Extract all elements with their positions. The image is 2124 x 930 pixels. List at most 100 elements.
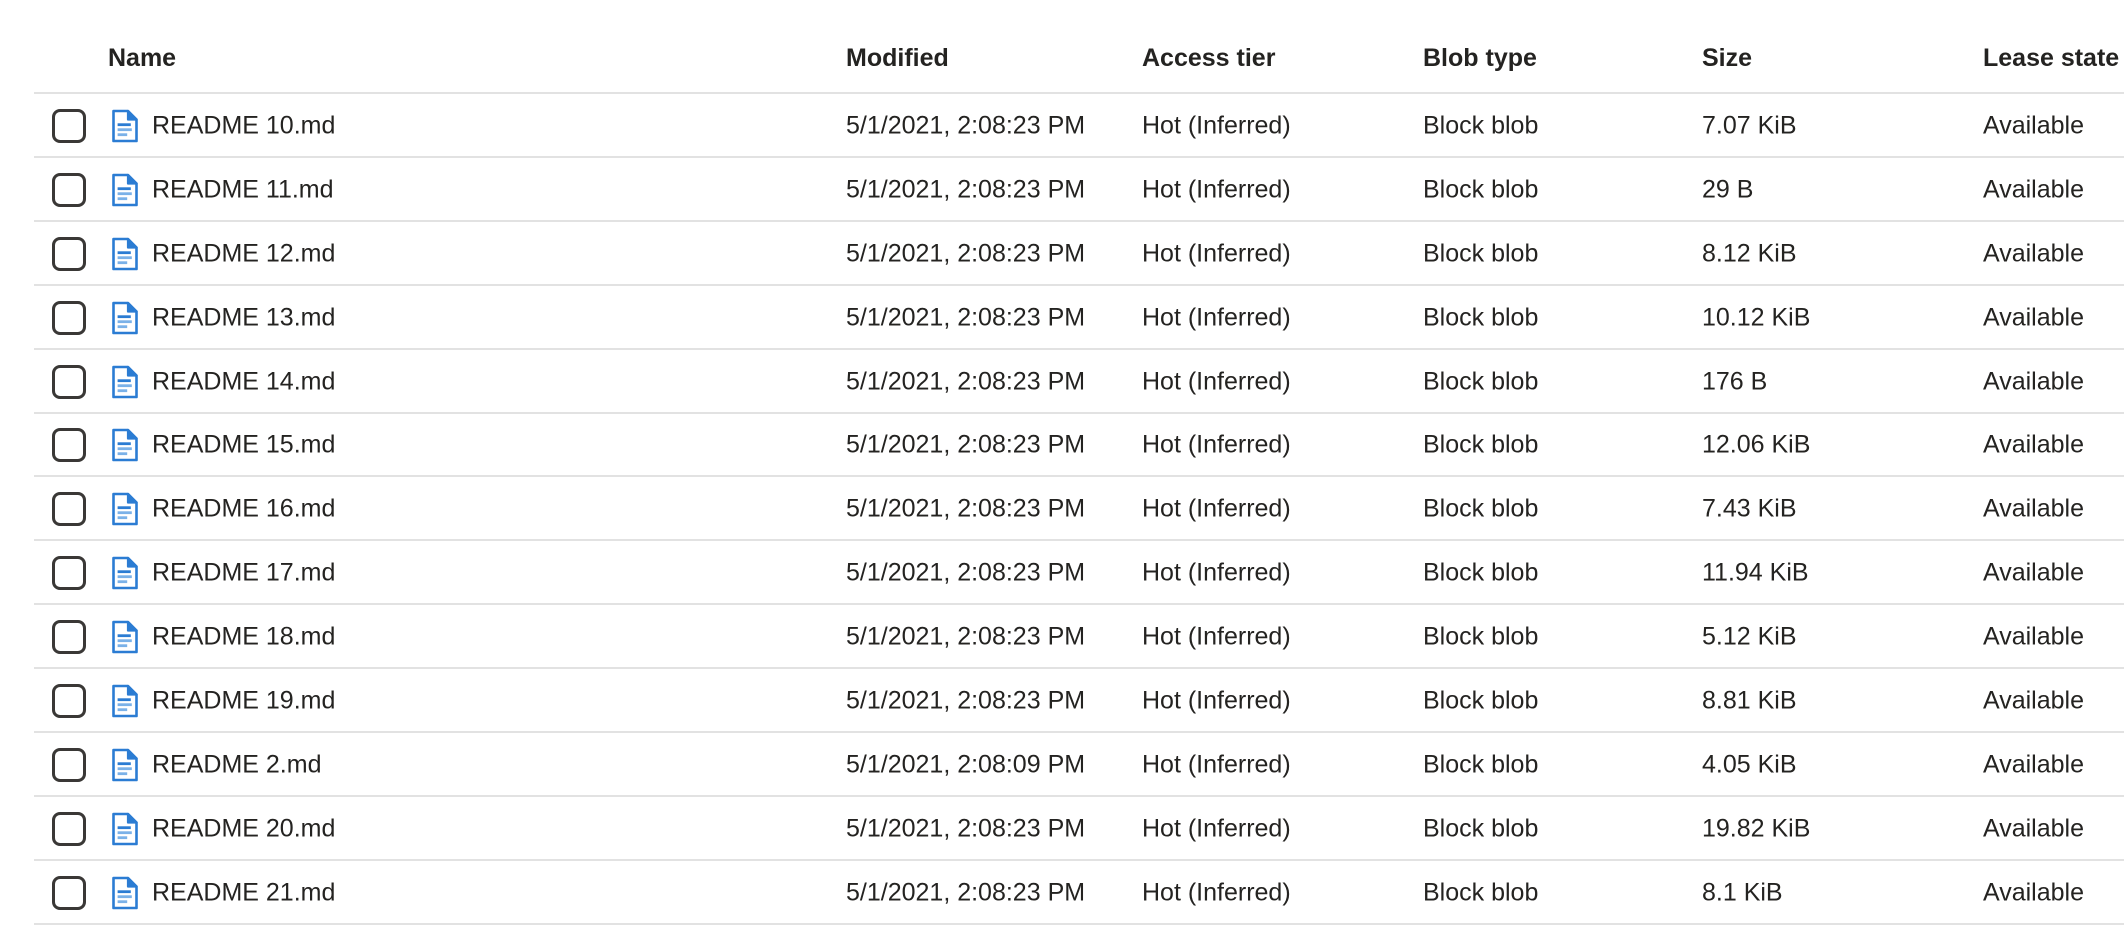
cell-lease-state: Available (1983, 750, 2085, 779)
document-icon (112, 173, 138, 207)
blob-name-link[interactable]: README 14.md (152, 367, 336, 396)
row-checkbox[interactable] (52, 811, 86, 846)
column-header-modified[interactable]: Modified (846, 44, 949, 72)
cell-access-tier: Hot (Inferred) (1142, 686, 1291, 715)
cell-size: 11.94 KiB (1702, 558, 1809, 587)
cell-blob-type: Block blob (1423, 558, 1539, 587)
table-header-row: Name Modified Access tier Blob type Size… (0, 0, 2124, 94)
cell-access-tier: Hot (Inferred) (1142, 878, 1291, 907)
table-row[interactable]: README 16.md 5/1/2021, 2:08:23 PM Hot (I… (0, 477, 2124, 542)
cell-modified: 5/1/2021, 2:08:23 PM (846, 175, 1086, 204)
table-row[interactable]: README 11.md 5/1/2021, 2:08:23 PM Hot (I… (0, 157, 2124, 222)
cell-access-tier: Hot (Inferred) (1142, 303, 1291, 332)
document-icon (112, 556, 138, 590)
column-header-size[interactable]: Size (1702, 44, 1753, 72)
blob-name-link[interactable]: README 17.md (152, 558, 336, 587)
cell-access-tier: Hot (Inferred) (1142, 750, 1291, 779)
blob-name-link[interactable]: README 2.md (152, 750, 322, 779)
cell-lease-state: Available (1983, 111, 2085, 140)
row-checkbox[interactable] (52, 300, 86, 335)
cell-size: 8.81 KiB (1702, 686, 1797, 715)
cell-size: 29 B (1702, 175, 1754, 204)
table-row[interactable]: README 2.md 5/1/2021, 2:08:09 PM Hot (In… (0, 733, 2124, 797)
table-row[interactable]: README 14.md 5/1/2021, 2:08:23 PM Hot (I… (0, 349, 2124, 414)
blob-name-link[interactable]: README 10.md (152, 111, 336, 140)
table-body: README 10.md 5/1/2021, 2:08:23 PM Hot (I… (0, 94, 2124, 925)
cell-modified: 5/1/2021, 2:08:09 PM (846, 750, 1086, 779)
cell-blob-type: Block blob (1423, 430, 1539, 459)
cell-lease-state: Available (1983, 878, 2085, 907)
row-checkbox[interactable] (52, 748, 86, 783)
cell-size: 8.1 KiB (1702, 878, 1783, 907)
row-checkbox[interactable] (52, 684, 86, 719)
row-checkbox[interactable] (52, 428, 86, 463)
cell-size: 8.12 KiB (1702, 239, 1797, 268)
cell-lease-state: Available (1983, 622, 2085, 651)
table-row[interactable]: README 17.md 5/1/2021, 2:08:23 PM Hot (I… (0, 541, 2124, 606)
column-header-name[interactable]: Name (108, 44, 177, 72)
cell-lease-state: Available (1983, 814, 2085, 843)
document-icon (112, 620, 138, 654)
table-row[interactable]: README 12.md 5/1/2021, 2:08:23 PM Hot (I… (0, 221, 2124, 286)
blob-name-link[interactable]: README 15.md (152, 430, 336, 459)
table-row[interactable]: README 20.md 5/1/2021, 2:08:23 PM Hot (I… (0, 796, 2124, 861)
row-checkbox[interactable] (52, 875, 86, 910)
cell-modified: 5/1/2021, 2:08:23 PM (846, 814, 1086, 843)
cell-size: 4.05 KiB (1702, 750, 1797, 779)
cell-lease-state: Available (1983, 175, 2085, 204)
row-checkbox[interactable] (52, 556, 86, 591)
table-row[interactable]: README 13.md 5/1/2021, 2:08:23 PM Hot (I… (0, 285, 2124, 350)
cell-blob-type: Block blob (1423, 175, 1539, 204)
cell-size: 7.07 KiB (1702, 111, 1797, 140)
cell-blob-type: Block blob (1423, 111, 1539, 140)
cell-blob-type: Block blob (1423, 750, 1539, 779)
blob-name-link[interactable]: README 18.md (152, 622, 336, 651)
document-icon (112, 109, 138, 143)
blob-name-link[interactable]: README 11.md (152, 175, 334, 204)
blob-name-link[interactable]: README 20.md (152, 814, 336, 843)
cell-lease-state: Available (1983, 430, 2085, 459)
row-checkbox[interactable] (52, 172, 86, 207)
cell-access-tier: Hot (Inferred) (1142, 622, 1291, 651)
row-checkbox[interactable] (52, 108, 86, 143)
cell-modified: 5/1/2021, 2:08:23 PM (846, 558, 1086, 587)
column-header-blob-type[interactable]: Blob type (1423, 44, 1537, 72)
blob-name-link[interactable]: README 12.md (152, 239, 336, 268)
row-checkbox[interactable] (52, 620, 86, 655)
row-checkbox[interactable] (52, 364, 86, 399)
cell-access-tier: Hot (Inferred) (1142, 367, 1291, 396)
cell-lease-state: Available (1983, 558, 2085, 587)
blob-name-link[interactable]: README 13.md (152, 303, 336, 332)
cell-blob-type: Block blob (1423, 814, 1539, 843)
cell-modified: 5/1/2021, 2:08:23 PM (846, 622, 1086, 651)
cell-modified: 5/1/2021, 2:08:23 PM (846, 430, 1086, 459)
cell-lease-state: Available (1983, 303, 2085, 332)
cell-size: 7.43 KiB (1702, 494, 1797, 523)
row-checkbox[interactable] (52, 236, 86, 271)
blob-name-link[interactable]: README 19.md (152, 686, 336, 715)
cell-blob-type: Block blob (1423, 494, 1539, 523)
document-icon (112, 301, 138, 334)
cell-size: 5.12 KiB (1702, 622, 1797, 651)
cell-modified: 5/1/2021, 2:08:23 PM (846, 111, 1086, 140)
document-icon (112, 429, 138, 462)
document-icon (112, 812, 138, 846)
cell-modified: 5/1/2021, 2:08:23 PM (846, 239, 1086, 268)
column-header-lease-state[interactable]: Lease state (1983, 44, 2120, 72)
cell-blob-type: Block blob (1423, 686, 1539, 715)
cell-access-tier: Hot (Inferred) (1142, 430, 1291, 459)
table-row[interactable]: README 10.md 5/1/2021, 2:08:23 PM Hot (I… (0, 94, 2124, 158)
table-row[interactable]: README 15.md 5/1/2021, 2:08:23 PM Hot (I… (0, 413, 2124, 478)
document-icon (112, 684, 138, 718)
cell-size: 19.82 KiB (1702, 814, 1811, 843)
column-header-access-tier[interactable]: Access tier (1142, 44, 1276, 72)
blob-name-link[interactable]: README 21.md (152, 878, 336, 907)
cell-blob-type: Block blob (1423, 367, 1539, 396)
cell-modified: 5/1/2021, 2:08:23 PM (846, 367, 1086, 396)
table-row[interactable]: README 19.md 5/1/2021, 2:08:23 PM Hot (I… (0, 669, 2124, 734)
table-row[interactable]: README 21.md 5/1/2021, 2:08:23 PM Hot (I… (0, 860, 2124, 925)
document-icon (112, 493, 138, 526)
row-checkbox[interactable] (52, 492, 86, 527)
blob-name-link[interactable]: README 16.md (152, 494, 336, 523)
table-row[interactable]: README 18.md 5/1/2021, 2:08:23 PM Hot (I… (0, 605, 2124, 670)
